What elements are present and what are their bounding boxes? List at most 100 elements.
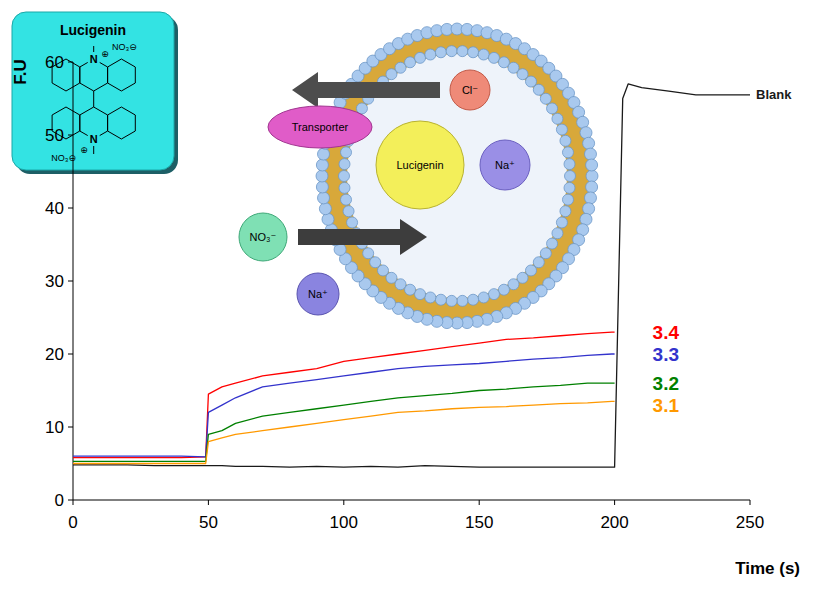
lipid-head	[316, 170, 328, 182]
chloride-ball	[450, 70, 490, 110]
lipid-head	[319, 203, 331, 215]
x-axis-line	[73, 500, 750, 501]
vesicle-illustration: Cl⁻TransporterLucigeninNa⁺NO₃⁻Na⁺	[239, 23, 598, 329]
y-axis-title: F.U	[11, 59, 30, 85]
series-label: 3.4	[653, 322, 680, 343]
lipid-head	[547, 103, 558, 114]
lipid-head	[560, 135, 571, 146]
x-tick-label: 150	[465, 513, 493, 532]
lipid-head	[547, 238, 558, 249]
lipid-head	[586, 159, 598, 171]
lipid-head	[347, 217, 358, 228]
lipid-head	[565, 171, 576, 182]
annotation: ⊕	[80, 145, 88, 155]
lipid-head	[583, 203, 595, 215]
label-patch	[88, 132, 100, 146]
x-tick	[73, 500, 74, 505]
y-tick-label: 40	[45, 199, 64, 218]
annotation: Lucigenin	[396, 159, 443, 171]
y-tick	[68, 208, 73, 209]
ring	[108, 107, 136, 139]
series-line	[73, 383, 615, 461]
y-tick-label: 10	[45, 418, 64, 437]
lipid-head	[341, 194, 352, 205]
axes: 0102030405060050100150200250F.UTime (s)	[11, 53, 800, 579]
x-tick-label: 0	[68, 513, 77, 532]
x-tick-label: 200	[600, 513, 628, 532]
lipid-head	[339, 171, 350, 182]
series-label: 3.2	[653, 373, 679, 394]
lipid-tails	[319, 26, 595, 326]
annotation: Transporter	[292, 121, 349, 133]
lipid-head	[540, 248, 551, 259]
lipid-head	[468, 294, 479, 305]
lipid-head	[435, 294, 446, 305]
lipid-head	[425, 292, 436, 303]
lipid-head	[498, 57, 509, 68]
lipid-head	[415, 52, 426, 63]
lipid-head	[508, 279, 519, 290]
annotation: ⊕	[101, 49, 109, 59]
x-tick	[614, 500, 615, 505]
x-axis-title: Time (s)	[735, 559, 800, 578]
y-tick	[68, 62, 73, 63]
lipid-head	[343, 206, 354, 217]
x-tick-label: 100	[330, 513, 358, 532]
lipid-head	[583, 137, 595, 149]
lipid-head	[425, 49, 436, 60]
lipid-head	[370, 257, 381, 268]
lipid-head	[560, 206, 571, 217]
x-tick	[750, 500, 751, 505]
y-tick-label: 20	[45, 345, 64, 364]
series-line	[73, 84, 750, 467]
annotation: NO₃⁻	[250, 231, 277, 243]
lipid-head	[341, 147, 352, 158]
lucigenin-box: LucigeninN⊕NO₃⊖N⊕NO₃⊖	[12, 12, 178, 174]
lipid-head	[584, 192, 596, 204]
lipid-head	[586, 181, 598, 193]
lipid-head	[457, 295, 468, 306]
lipid-head	[395, 62, 406, 73]
lipid-head	[562, 147, 573, 158]
page: {"chart_data": { "type": "line", "x_labe…	[0, 0, 838, 593]
label-patch	[88, 52, 100, 66]
lipid-head	[564, 159, 575, 170]
x-tick	[208, 500, 209, 505]
lipid-head	[488, 289, 499, 300]
lipid-head	[322, 213, 334, 225]
lipid-head	[316, 181, 328, 193]
lucigenin-ball	[376, 121, 464, 209]
lipid-head	[556, 217, 567, 228]
lipid-head	[533, 84, 544, 95]
series-label: 3.3	[653, 344, 679, 365]
lipid-head	[446, 46, 457, 57]
lipid-head	[564, 182, 575, 193]
sodium-ball	[297, 273, 339, 315]
x-tick	[479, 500, 480, 505]
lipid-head	[339, 182, 350, 193]
lipid-head	[478, 292, 489, 303]
lipid-head	[318, 192, 330, 204]
ring	[108, 59, 136, 91]
lipid-head	[415, 289, 426, 300]
annotation: NO₃⊖	[112, 42, 137, 52]
series-label: Blank	[756, 87, 792, 102]
lipid-head	[498, 284, 509, 295]
y-tick-label: 30	[45, 272, 64, 291]
annotation: Lucigenin	[60, 22, 126, 38]
lipid-head	[405, 284, 416, 295]
lipid-head	[586, 170, 598, 182]
chart: Cl⁻TransporterLucigeninNa⁺NO₃⁻Na⁺Lucigen…	[0, 0, 838, 593]
transporter-ball	[268, 106, 372, 148]
y-tick	[68, 281, 73, 282]
annotation: N	[90, 53, 98, 65]
arrow-out	[292, 72, 440, 108]
annotation: N	[90, 133, 98, 145]
central-bond	[93, 91, 94, 107]
box	[12, 12, 174, 170]
annotation: Na⁺	[495, 159, 515, 171]
annotation: Na⁺	[308, 288, 328, 300]
lipid-head	[405, 57, 416, 68]
y-tick-label: 0	[55, 491, 64, 510]
x-tick	[343, 500, 344, 505]
